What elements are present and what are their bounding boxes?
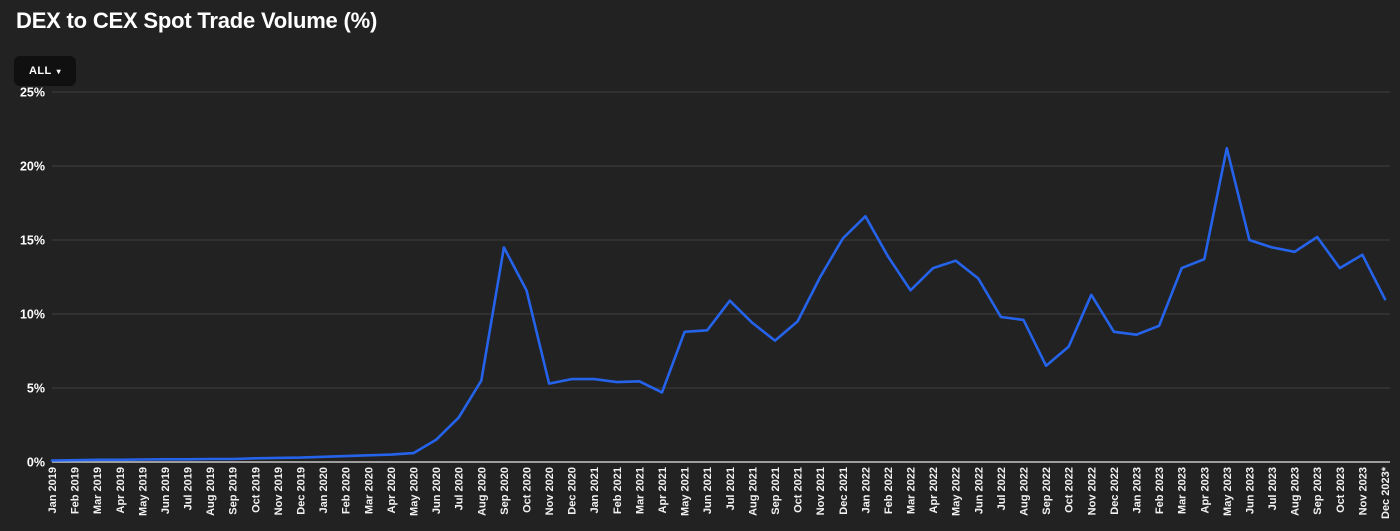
x-axis-label: May 2019 — [137, 467, 149, 516]
timeframe-dropdown-button[interactable]: ALL ▾ — [14, 56, 76, 86]
x-axis-label: Jun 2022 — [973, 467, 985, 514]
x-axis-label: Nov 2020 — [544, 467, 556, 515]
x-axis-label: Feb 2022 — [883, 467, 895, 514]
x-axis-label: Oct 2022 — [1064, 467, 1076, 513]
timeframe-dropdown-label: ALL — [28, 65, 52, 77]
x-axis-label: Apr 2022 — [928, 467, 940, 513]
x-axis-label: Mar 2022 — [906, 467, 918, 514]
x-axis-label: Sep 2022 — [1041, 467, 1053, 515]
y-axis-label: 15% — [20, 234, 45, 248]
x-axis-label: Dec 2019 — [296, 467, 308, 515]
x-axis-label: Feb 2019 — [70, 467, 82, 514]
x-axis-label: Mar 2019 — [92, 467, 104, 514]
x-axis-label: Mar 2020 — [363, 467, 375, 514]
x-axis-label: Jun 2023 — [1244, 467, 1256, 514]
x-axis-label: Sep 2020 — [499, 467, 511, 515]
chevron-down-icon: ▾ — [56, 66, 61, 76]
y-axis-label: 25% — [20, 86, 45, 100]
x-axis-label: May 2020 — [409, 467, 421, 516]
x-axis-label: Jan 2020 — [318, 467, 330, 513]
x-axis-label: Oct 2020 — [522, 467, 534, 513]
x-axis-label: Oct 2023 — [1335, 467, 1347, 513]
x-axis-label: Jul 2023 — [1267, 467, 1279, 510]
x-axis-label: Dec 2023* — [1380, 466, 1392, 519]
x-axis-label: Jul 2019 — [183, 467, 195, 510]
x-axis-label: May 2021 — [680, 467, 692, 516]
x-axis-label: Mar 2023 — [1177, 467, 1189, 514]
x-axis-label: Jan 2023 — [1132, 467, 1144, 513]
x-axis-label: Apr 2023 — [1199, 467, 1211, 513]
x-axis-label: Mar 2021 — [634, 467, 646, 514]
x-axis-label: Jan 2019 — [47, 467, 59, 513]
x-axis-label: Aug 2022 — [1019, 467, 1031, 516]
x-axis-label: Aug 2020 — [476, 467, 488, 516]
x-axis-label: Nov 2021 — [815, 467, 827, 515]
dex-cex-volume-line — [50, 146, 1387, 462]
x-axis-label: Dec 2021 — [838, 467, 850, 515]
x-axis-label: Jan 2022 — [860, 467, 872, 513]
x-axis-label: Jun 2019 — [160, 467, 172, 514]
x-axis-label: Sep 2021 — [770, 467, 782, 515]
x-axis-label: Nov 2022 — [1086, 467, 1098, 515]
y-axis-label: 10% — [20, 308, 45, 322]
x-axis-label: Jun 2021 — [702, 467, 714, 514]
x-axis-label: Jul 2021 — [725, 467, 737, 510]
x-axis-label: Jul 2022 — [996, 467, 1008, 510]
x-axis-label: Sep 2023 — [1312, 467, 1324, 515]
x-axis-label: Feb 2021 — [612, 467, 624, 514]
x-axis-label: Aug 2021 — [747, 467, 759, 516]
x-axis-label: May 2023 — [1222, 467, 1234, 516]
y-axis-label: 5% — [27, 382, 45, 396]
x-axis-label: Apr 2020 — [386, 467, 398, 513]
x-axis-label: Oct 2019 — [250, 467, 262, 513]
x-axis-label: Nov 2019 — [273, 467, 285, 515]
x-axis-label: Feb 2020 — [341, 467, 353, 514]
page-title: DEX to CEX Spot Trade Volume (%) — [16, 8, 378, 33]
x-axis-label: Jan 2021 — [589, 467, 601, 513]
x-axis-label: Oct 2021 — [793, 467, 805, 513]
x-axis-label: Dec 2022 — [1109, 467, 1121, 515]
x-axis-label: Apr 2019 — [115, 467, 127, 513]
x-axis-label: Feb 2023 — [1154, 467, 1166, 514]
y-axis-label: 20% — [20, 160, 45, 174]
x-axis-label: May 2022 — [951, 467, 963, 516]
x-axis-label: Aug 2023 — [1290, 467, 1302, 516]
x-axis-label: Jun 2020 — [431, 467, 443, 514]
y-axis-label: 0% — [27, 456, 45, 470]
x-axis-label: Jul 2020 — [454, 467, 466, 510]
x-axis-label: Aug 2019 — [205, 467, 217, 516]
x-axis-label: Nov 2023 — [1357, 467, 1369, 515]
x-axis-label: Sep 2019 — [228, 467, 240, 515]
x-axis-label: Dec 2020 — [567, 467, 579, 515]
x-axis-label: Apr 2021 — [657, 467, 669, 513]
